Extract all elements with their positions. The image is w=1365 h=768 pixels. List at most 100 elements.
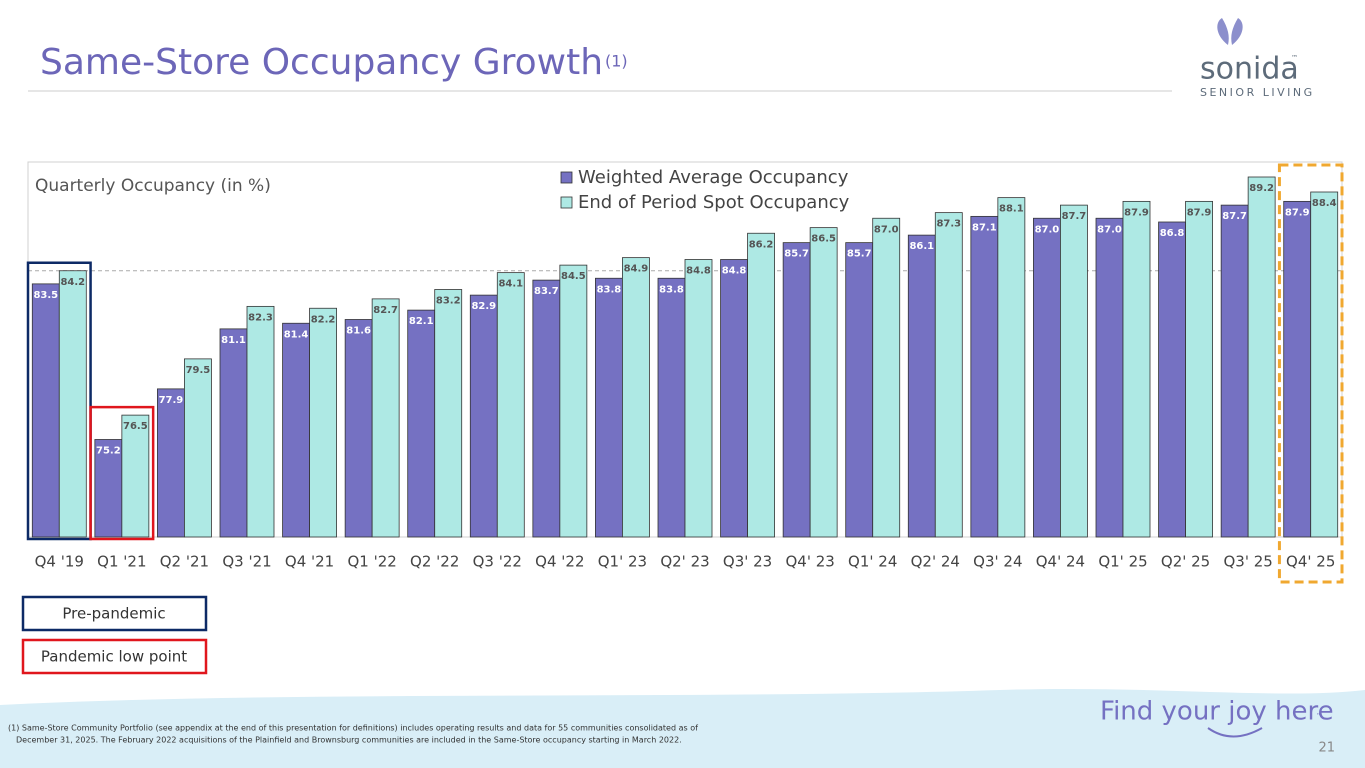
bar [684,259,713,538]
x-tick-label: Q3 '21 [222,553,271,571]
data-label: 79.5 [186,365,211,376]
data-label: 82.9 [471,301,496,312]
x-tick-label: Q4 '21 [285,553,334,571]
data-label: 83.8 [597,284,622,295]
data-label: 83.5 [33,290,58,301]
bar [31,283,60,538]
x-tick-label: Q3' 24 [973,553,1022,571]
bar [809,227,838,538]
legend-label: End of Period Spot Occupancy [578,192,850,213]
highlight-label: Pandemic low point [41,648,187,666]
bar [407,309,436,538]
data-label: 87.0 [874,224,899,235]
bar [970,215,999,538]
x-tick-label: Q2 '22 [410,553,459,571]
x-tick-label: Q2' 25 [1161,553,1210,571]
data-label: 83.8 [659,284,684,295]
data-label: 87.0 [1035,224,1060,235]
bar [872,217,901,538]
slogan-smile [1207,727,1263,738]
bar [496,272,525,538]
data-label: 85.7 [784,249,809,260]
bar [469,294,498,538]
bar [157,388,185,538]
logo-tagline: SENIOR LIVING [1200,86,1315,99]
x-tick-label: Q4' 25 [1286,553,1335,571]
bar [344,319,373,538]
bar [94,439,123,538]
data-label: 84.8 [722,266,747,277]
bar [371,298,400,538]
legend-swatch [560,196,573,209]
x-tick-label: Q2' 24 [911,553,960,571]
bar [657,277,686,538]
logo-name: sonida [1200,52,1299,87]
highlight-label: Pre-pandemic [62,605,165,623]
x-tick-label: Q4' 23 [785,553,834,571]
data-label: 82.3 [248,312,273,323]
bar [434,289,463,538]
bar [1122,200,1151,538]
data-label: 87.0 [1097,224,1122,235]
footer-band [0,688,1365,768]
bar [934,212,963,538]
bar [532,279,561,538]
data-label: 82.7 [373,305,398,316]
data-label: 76.5 [123,421,148,432]
footnote: (1) Same-Store Community Portfolio (see … [8,724,698,733]
bar [1095,217,1124,538]
logo-mark [1217,18,1243,45]
legend-label: Weighted Average Occupancy [578,167,849,188]
bar [1220,204,1249,538]
data-label: 81.1 [221,335,246,346]
data-label: 84.5 [561,271,586,282]
title: Same-Store Occupancy Growth [40,42,603,83]
x-tick-label: Q3' 23 [723,553,772,571]
bar [1060,204,1088,538]
x-tick-label: Q3 '22 [473,553,522,571]
bar [121,414,150,538]
bar [559,264,588,538]
bar [246,305,275,538]
data-label: 87.9 [1124,207,1149,218]
bar [845,242,874,538]
data-label: 84.2 [60,277,85,288]
bar [309,307,337,538]
data-label: 84.1 [498,279,523,290]
data-label: 88.4 [1312,198,1337,209]
highlight-box [1277,163,1344,584]
data-label: 87.9 [1285,207,1310,218]
x-tick-label: Q1' 24 [848,553,897,571]
data-label: 86.1 [909,241,934,252]
page-number: 21 [1318,741,1335,756]
x-tick-label: Q3' 25 [1223,553,1272,571]
bar [1283,200,1312,538]
data-label: 89.2 [1249,183,1274,194]
x-tick-label: Q4 '22 [535,553,584,571]
data-label: 81.6 [346,326,371,337]
data-label: 87.1 [972,222,997,233]
bar [1033,217,1061,538]
data-label: 83.2 [436,296,461,307]
data-label: 83.7 [534,286,559,297]
data-label: 86.2 [749,239,774,250]
x-tick-label: Q4' 24 [1036,553,1085,571]
data-label: 86.8 [1160,228,1185,239]
footnote: December 31, 2025. The February 2022 acq… [16,736,682,745]
data-label: 82.2 [311,314,336,325]
data-label: 88.1 [999,204,1024,215]
data-label: 87.9 [1187,207,1212,218]
bar [1247,176,1276,538]
highlight-box [89,405,155,541]
logo-tm: ™ [1291,54,1298,62]
legend-swatch [560,171,573,184]
data-label: 87.7 [1062,211,1087,222]
bar [907,234,936,538]
data-label: 87.3 [936,219,961,230]
chart-subtitle: Quarterly Occupancy (in %) [35,176,271,196]
highlight-key [21,595,208,632]
title-note: (1) [605,52,628,71]
bar [1310,191,1339,538]
data-label: 77.9 [159,395,184,406]
